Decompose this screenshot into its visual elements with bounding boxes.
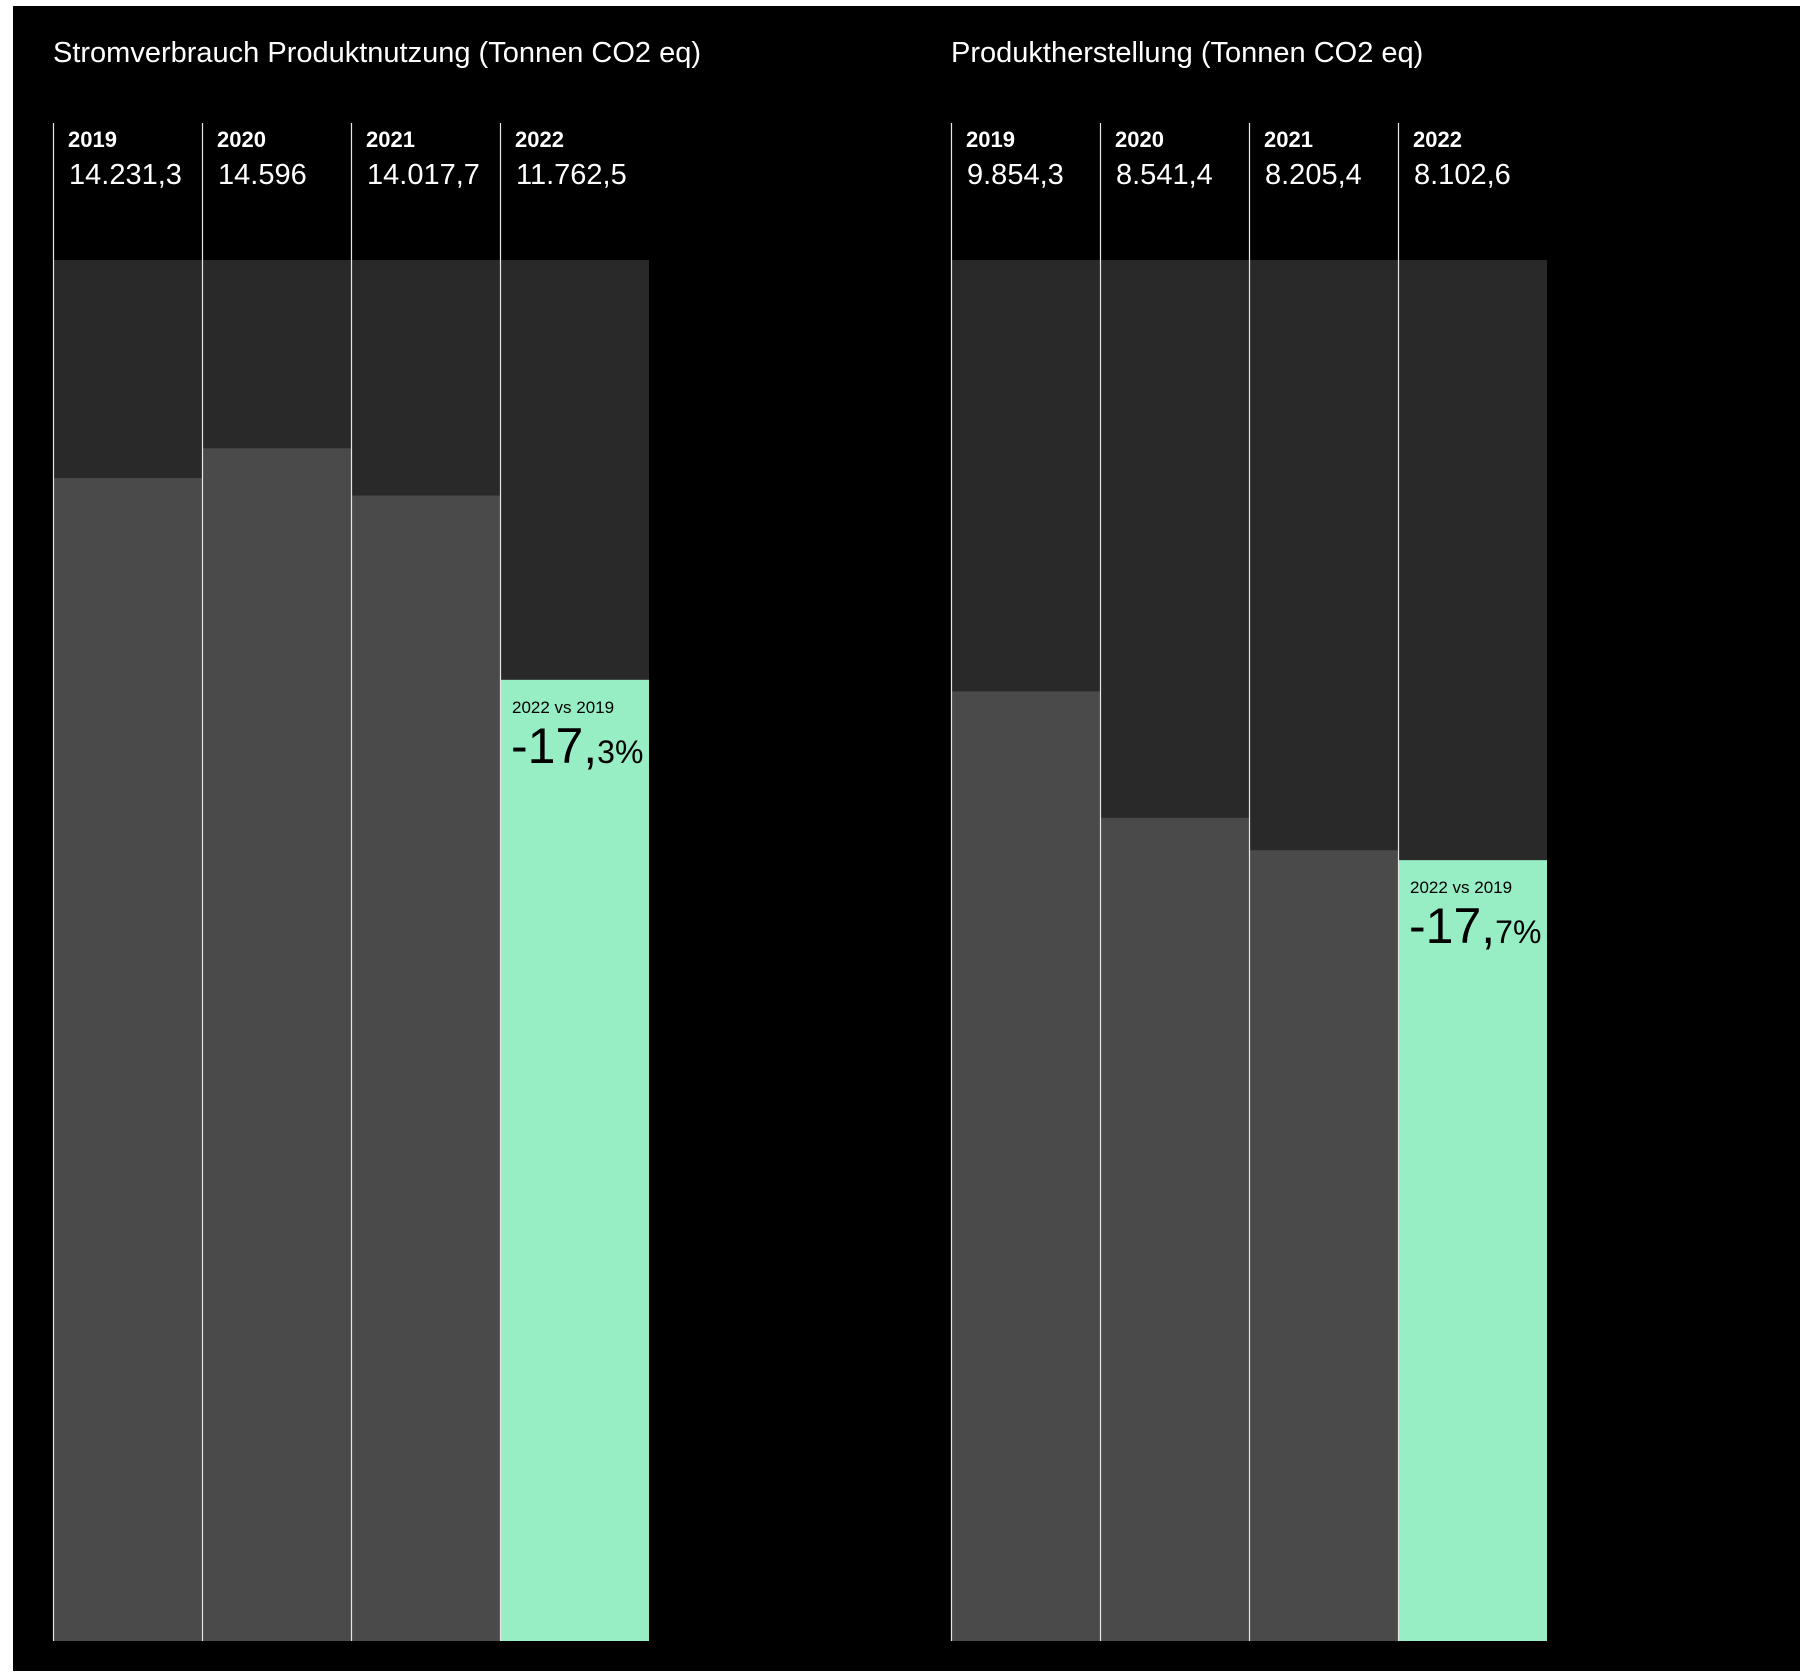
value-label: 11.762,5 [516, 159, 627, 191]
bar [1100, 817, 1249, 1641]
year-label: 2020 [217, 127, 266, 152]
year-label: 2021 [366, 127, 415, 152]
comparison-value-decimal: 7% [1495, 914, 1541, 950]
year-label: 2022 [1413, 127, 1462, 152]
chart-title: Stromverbrauch Produktnutzung (Tonnen CO… [53, 37, 701, 69]
value-label: 8.205,4 [1265, 159, 1362, 191]
bar-highlight [500, 679, 649, 1641]
comparison-label: 2022 vs 2019 [512, 698, 614, 717]
value-label: 8.541,4 [1116, 159, 1213, 191]
bar [951, 691, 1100, 1641]
bar [53, 478, 202, 1641]
comparison-value-main: -17, [1409, 898, 1495, 954]
value-label: 14.017,7 [367, 159, 480, 191]
bar [1249, 850, 1398, 1641]
bar [202, 448, 351, 1641]
year-label: 2020 [1115, 127, 1164, 152]
value-label: 8.102,6 [1414, 159, 1511, 191]
chart-panel: Stromverbrauch Produktnutzung (Tonnen CO… [13, 6, 1800, 1671]
comparison-value: -17,7% [1409, 898, 1541, 954]
bar [351, 495, 500, 1641]
year-label: 2019 [68, 127, 117, 152]
comparison-value: -17,3% [511, 718, 643, 774]
year-label: 2021 [1264, 127, 1313, 152]
value-label: 14.596 [218, 159, 307, 191]
value-label: 14.231,3 [69, 159, 182, 191]
comparison-label: 2022 vs 2019 [1410, 878, 1512, 897]
year-label: 2022 [515, 127, 564, 152]
bar-highlight [1398, 860, 1547, 1641]
chart-title: Produktherstellung (Tonnen CO2 eq) [951, 37, 1423, 69]
value-label: 9.854,3 [967, 159, 1064, 191]
comparison-value-main: -17, [511, 718, 597, 774]
comparison-value-decimal: 3% [597, 734, 643, 770]
charts-svg: Stromverbrauch Produktnutzung (Tonnen CO… [52, 37, 1547, 1641]
year-label: 2019 [966, 127, 1015, 152]
